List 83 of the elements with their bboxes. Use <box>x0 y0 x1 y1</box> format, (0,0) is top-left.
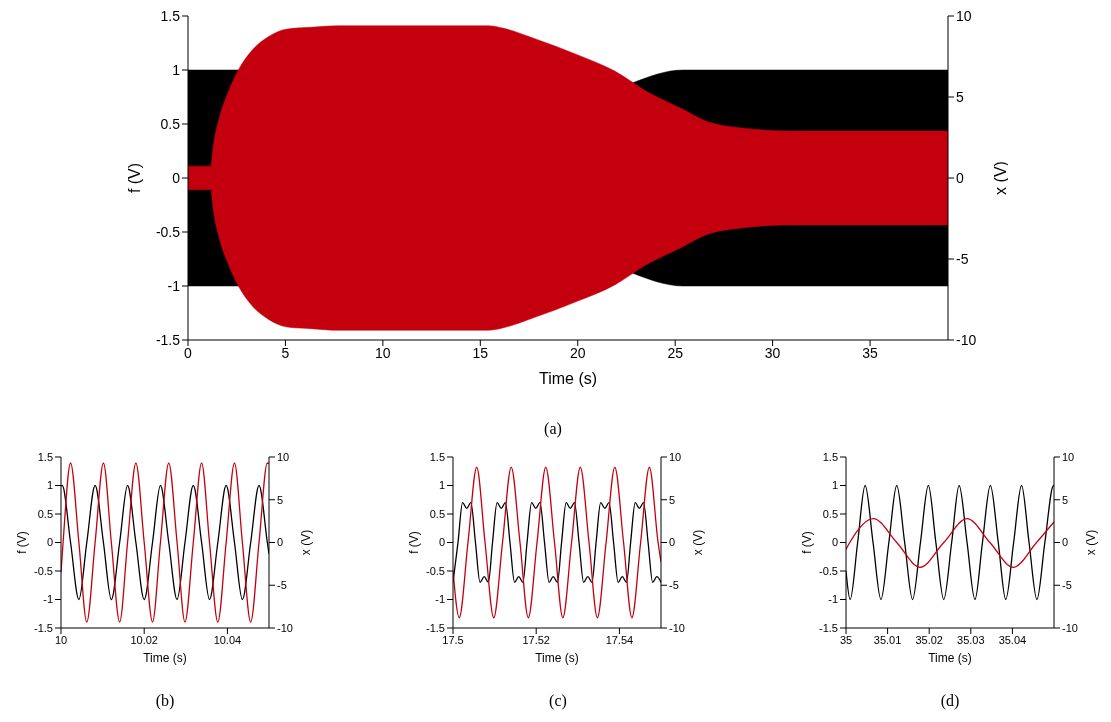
y-tick-label: 0.5 <box>160 115 181 132</box>
x-tick-label: 35 <box>839 633 853 646</box>
y-tick-label: 0 <box>172 169 181 186</box>
y2-tick-label: -10 <box>277 621 293 634</box>
y-tick-label: 0 <box>46 536 53 549</box>
x-axis-title: Time (s) <box>928 651 972 665</box>
y-tick-label: -0.5 <box>155 223 181 240</box>
x-tick-label: 17.52 <box>522 633 550 646</box>
y-tick-label: -1 <box>43 593 53 606</box>
y-tick-label: 1 <box>438 479 445 492</box>
y-tick-label: 0.5 <box>822 507 838 520</box>
y-tick-label: 1.5 <box>160 7 181 24</box>
y-tick-label: -0.5 <box>34 564 53 577</box>
x-tick-label: 17.54 <box>605 633 634 646</box>
y-tick-label: 1.5 <box>37 450 53 463</box>
y2-tick-label: 5 <box>669 493 676 506</box>
y2-tick-label: -5 <box>277 579 287 592</box>
line-series <box>846 517 1054 568</box>
x-tick-label: 35.02 <box>915 633 943 646</box>
y-tick-label: 0.5 <box>429 507 445 520</box>
x-axis-title: Time (s) <box>143 651 187 665</box>
x-axis-title: Time (s) <box>535 651 579 665</box>
x-tick-label: 35.04 <box>998 633 1027 646</box>
y2-tick-label: -5 <box>956 250 969 267</box>
y-tick-label: -0.5 <box>819 564 838 577</box>
y-tick-label: -1.5 <box>819 621 838 634</box>
y2-tick-label: -5 <box>1062 579 1072 592</box>
y2-tick-label: -10 <box>956 331 977 348</box>
y2-axis-title: x (V) <box>1084 529 1099 556</box>
y-tick-label: 0 <box>438 536 445 549</box>
x-axis-title: Time (s) <box>538 370 598 387</box>
text: (c) <box>548 692 568 710</box>
text: (d) <box>939 692 961 710</box>
x-tick-label: 35 <box>862 344 879 361</box>
y-tick-label: -1 <box>167 277 181 294</box>
y-tick-label: -1.5 <box>34 621 53 634</box>
y2-tick-label: 10 <box>956 7 972 24</box>
y-axis-title: f (V) <box>15 531 30 554</box>
y-tick-label: 1.5 <box>822 450 838 463</box>
x-tick-label: 10 <box>54 633 68 646</box>
y2-tick-label: -5 <box>669 579 679 592</box>
y-axis-title: f (V) <box>800 531 815 554</box>
y2-tick-label: 10 <box>1062 450 1075 463</box>
x-tick-label: 0 <box>184 344 193 361</box>
text: (b) <box>154 692 176 710</box>
y-axis-title: f (V) <box>125 162 143 194</box>
y2-tick-label: 0 <box>277 536 284 549</box>
y-tick-label: 1 <box>46 479 53 492</box>
text: (a) <box>543 420 563 438</box>
y2-tick-label: 5 <box>1062 493 1069 506</box>
y-tick-label: 0 <box>831 536 838 549</box>
x-tick-label: 20 <box>569 344 586 361</box>
y2-tick-label: 10 <box>669 450 682 463</box>
y-tick-label: -1.5 <box>426 621 445 634</box>
y2-axis-title: x (V) <box>691 529 706 556</box>
x-tick-label: 35.03 <box>957 633 985 646</box>
x-tick-label: 25 <box>667 344 684 361</box>
x-tick-label: 10.02 <box>130 633 158 646</box>
x-tick-label: 15 <box>472 344 489 361</box>
x-tick-label: 17.5 <box>442 633 464 646</box>
x-tick-label: 10.04 <box>213 633 242 646</box>
y2-tick-label: 0 <box>956 169 964 186</box>
y2-tick-label: 0 <box>1062 536 1069 549</box>
y-axis-title: f (V) <box>407 531 422 554</box>
y2-tick-label: -10 <box>669 621 685 634</box>
y-tick-label: -0.5 <box>426 564 445 577</box>
y2-tick-label: 0 <box>669 536 676 549</box>
y2-tick-label: 5 <box>277 493 284 506</box>
x-tick-label: 35.01 <box>873 633 902 646</box>
y-tick-label: 0.5 <box>37 507 53 520</box>
y2-tick-label: -10 <box>1062 621 1078 634</box>
y-tick-label: 1 <box>831 479 838 492</box>
y-tick-label: 1.5 <box>429 450 445 463</box>
y-tick-label: -1 <box>828 593 838 606</box>
x-tick-label: 5 <box>281 344 290 361</box>
y2-axis-title: x (V) <box>299 529 314 556</box>
y2-tick-label: 5 <box>956 88 964 105</box>
y2-tick-label: 10 <box>277 450 290 463</box>
x-tick-label: 30 <box>764 344 781 361</box>
x-tick-label: 10 <box>375 344 391 361</box>
y-tick-label: -1.5 <box>155 331 181 348</box>
y-tick-label: -1 <box>435 593 445 606</box>
y-tick-label: 1 <box>172 61 181 78</box>
